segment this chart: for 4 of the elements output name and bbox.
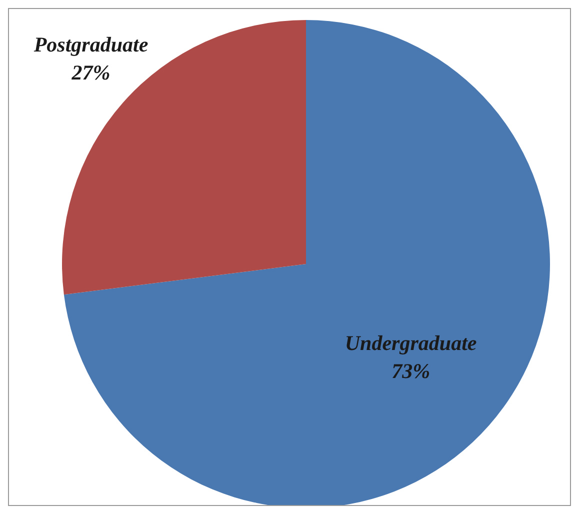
- slice-label: Postgraduate: [32, 32, 148, 56]
- data-label: 27%: [70, 60, 110, 84]
- data-label: 73%: [392, 358, 430, 383]
- slice-label: Undergraduate: [344, 330, 477, 355]
